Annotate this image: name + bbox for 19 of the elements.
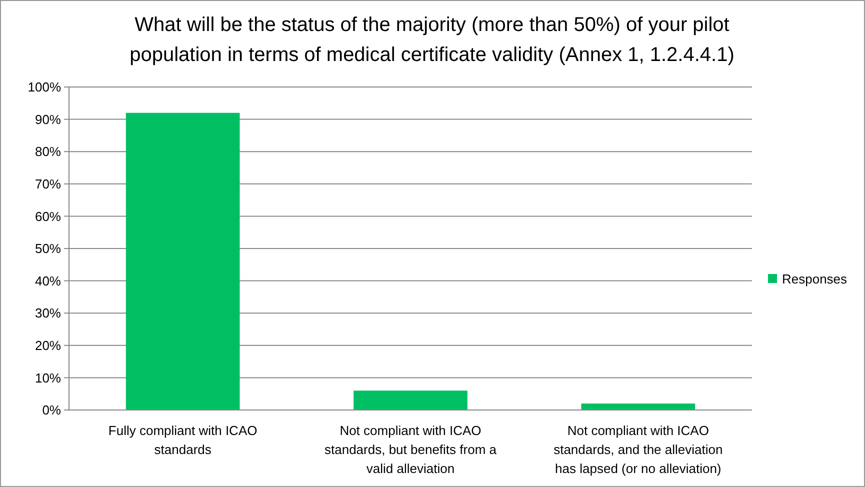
- x-tick-label: Fully compliant with ICAO standards: [108, 423, 258, 457]
- chart-title: What will be the status of the majority (more than 50%) of your pilot population in terms of medical certificate validity (Annex 1, 1.2.4.4.1): [130, 14, 734, 66]
- x-tick-label: Not compliant with ICAO standards, and the alleviation has lapsed (or no alleviation): [554, 423, 723, 476]
- x-tick-label: Not compliant with ICAO standards, but benefits from a valid alleviation: [324, 423, 498, 476]
- y-tick-label: 60%: [34, 208, 62, 224]
- bar: [354, 390, 468, 410]
- y-tick-label: 30%: [34, 306, 62, 321]
- bar: [126, 112, 240, 410]
- y-tick-label: 90%: [34, 112, 62, 127]
- legend-label: Responses: [782, 272, 848, 287]
- y-tick-label: 0%: [42, 402, 62, 418]
- y-tick-label: 40%: [34, 273, 62, 288]
- y-tick-label: 80%: [34, 144, 62, 160]
- y-tick-label: 70%: [34, 176, 62, 192]
- y-tick-label: 50%: [34, 241, 62, 256]
- y-tick-label: 10%: [34, 370, 62, 386]
- y-tick-label: 20%: [34, 338, 62, 353]
- y-tick-label: 100%: [28, 80, 62, 95]
- bar: [581, 404, 696, 410]
